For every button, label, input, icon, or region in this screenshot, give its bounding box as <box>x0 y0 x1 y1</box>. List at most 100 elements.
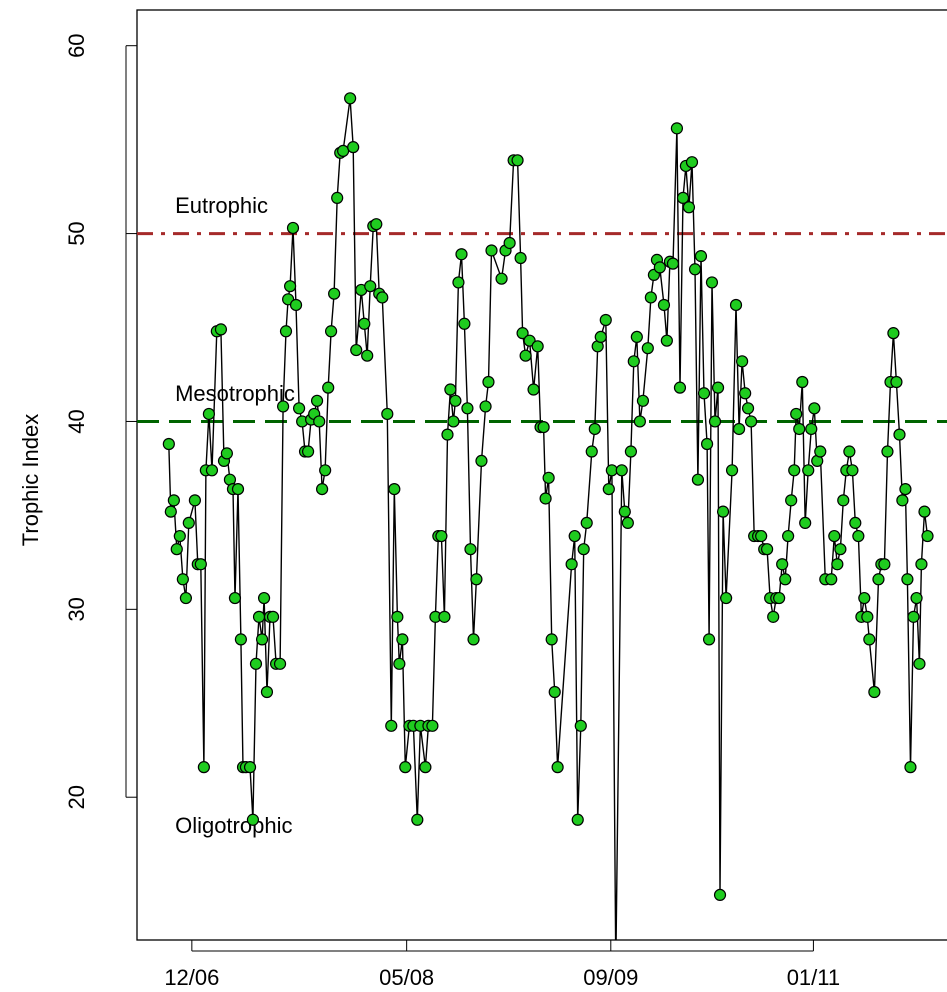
data-point <box>615 464 628 477</box>
data-point <box>907 610 920 623</box>
data-point <box>641 342 654 355</box>
data-point <box>630 330 643 344</box>
data-point <box>495 272 508 285</box>
data-point <box>292 402 306 415</box>
data-point <box>776 558 789 571</box>
data-point <box>435 529 448 543</box>
data-point <box>702 633 716 646</box>
data-point <box>475 454 488 468</box>
data-point <box>872 573 885 586</box>
data-point <box>328 287 341 300</box>
data-point <box>837 494 850 507</box>
data-point <box>197 761 210 774</box>
data-point <box>901 573 914 586</box>
data-point <box>653 261 666 274</box>
data-point <box>162 437 175 451</box>
data-point <box>319 464 332 477</box>
data-point <box>729 298 743 312</box>
data-point <box>537 420 550 434</box>
data-point <box>691 473 705 486</box>
data-point <box>273 657 287 670</box>
data-point <box>767 610 780 623</box>
data-point <box>539 492 552 505</box>
data-point <box>773 591 786 605</box>
data-point <box>545 633 558 646</box>
data-point <box>331 191 344 204</box>
data-point <box>896 494 909 507</box>
data-point <box>602 482 615 496</box>
data-point <box>289 298 303 312</box>
data-point <box>660 334 673 347</box>
data-point <box>220 447 233 460</box>
plot-frame <box>136 9 947 941</box>
data-point <box>577 543 590 556</box>
data-point <box>179 591 193 605</box>
data-point <box>782 529 795 543</box>
data-point <box>447 415 460 428</box>
data-point <box>814 445 827 458</box>
data-point <box>479 400 492 413</box>
data-point <box>899 482 912 496</box>
x-tick-label: 05/08 <box>379 965 434 987</box>
data-point <box>644 291 657 304</box>
data-point <box>585 445 598 458</box>
data-point <box>788 464 801 477</box>
data-point <box>260 685 274 699</box>
data-point <box>182 516 195 530</box>
data-point <box>708 415 722 428</box>
data-point <box>482 375 495 389</box>
data-point <box>760 543 774 556</box>
data-point <box>315 482 329 496</box>
data-point <box>388 482 401 496</box>
data-point <box>565 558 578 571</box>
y-tick-label: 60 <box>64 33 89 57</box>
data-point <box>411 813 424 826</box>
data-point <box>685 156 699 169</box>
data-point <box>246 813 260 826</box>
data-point <box>391 610 404 623</box>
data-point <box>511 154 524 167</box>
annotation: Eutrophic <box>175 193 268 218</box>
data-point <box>568 529 581 543</box>
data-point <box>682 201 696 214</box>
data-point <box>868 685 881 699</box>
data-point <box>624 445 638 458</box>
data-point <box>344 92 357 105</box>
data-point <box>276 400 290 413</box>
data-point <box>519 349 532 362</box>
data-point <box>808 402 821 415</box>
data-point <box>705 276 719 289</box>
data-point <box>444 383 457 396</box>
data-point <box>396 633 409 646</box>
data-point <box>249 657 263 670</box>
data-point <box>571 813 584 826</box>
data-point <box>301 445 315 458</box>
data-point <box>802 464 815 477</box>
data-point <box>918 505 931 518</box>
data-point <box>527 383 540 396</box>
data-point <box>913 657 926 670</box>
data-point <box>188 494 201 507</box>
data-point <box>361 349 374 362</box>
data-point <box>755 529 768 543</box>
data-point <box>381 407 394 421</box>
data-point <box>279 325 293 338</box>
data-point <box>739 387 752 400</box>
data-point <box>627 355 640 368</box>
data-point <box>324 325 338 338</box>
data-point <box>376 291 389 304</box>
data-point <box>531 340 544 353</box>
data-point <box>485 244 498 257</box>
data-point <box>790 407 803 421</box>
data-point <box>725 464 739 477</box>
data-point <box>831 558 844 571</box>
data-point <box>910 591 923 605</box>
data-point <box>385 719 398 732</box>
data-point <box>286 221 300 235</box>
data-point <box>347 141 360 154</box>
x-tick-label: 09/09 <box>583 965 638 987</box>
data-point <box>449 394 462 407</box>
data-point <box>322 381 335 394</box>
data-point <box>846 464 859 477</box>
